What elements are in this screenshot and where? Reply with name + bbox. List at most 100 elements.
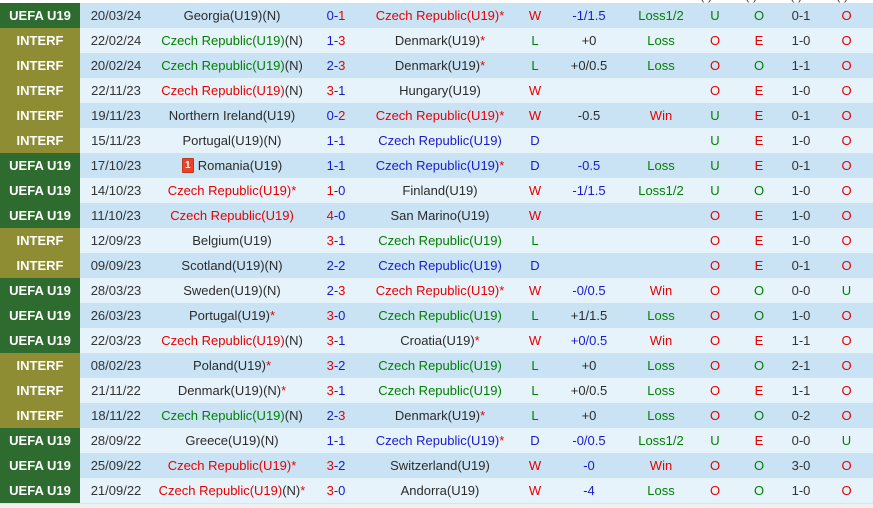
over-under-flag-text: O	[709, 58, 721, 73]
match-date-text: 11/10/23	[91, 208, 141, 223]
match-date-text: 26/03/23	[90, 308, 142, 323]
match-row[interactable]: UEFA U19 26/03/23 Portugal(U19) * 3-0 Czech R…	[0, 303, 873, 328]
odd-even-flag-text: O	[753, 58, 765, 73]
second-over-under-flag-text: O	[841, 33, 852, 48]
home-team-name: Czech Republic(U19)	[161, 58, 285, 73]
half-time-score-text: 0-1	[791, 8, 811, 23]
home-team: Portugal(U19) (N)	[152, 128, 312, 153]
away-goals: 2	[338, 458, 346, 473]
clipped-header-text: ( )	[745, 0, 757, 3]
away-team: Czech Republic(U19)	[360, 378, 520, 403]
league-badge: INTERF	[0, 28, 80, 53]
league-badge-label: UEFA U19	[9, 433, 71, 448]
handicap-result: Loss1/2	[628, 3, 694, 28]
handicap-result-text: Win	[649, 333, 673, 348]
match-date: 20/03/24	[80, 3, 152, 28]
half-time-score: 0-0	[782, 278, 820, 303]
match-row[interactable]: UEFA U19 11/10/23 Czech Republic(U19) 4-0 Sa…	[0, 203, 873, 228]
away-team-name: Czech Republic(U19)	[378, 358, 502, 373]
odd-even-flag-text: E	[754, 258, 764, 273]
second-over-under-flag: O	[820, 153, 873, 178]
neutral-venue-marker: (N)	[284, 58, 303, 73]
result-letter-text: W	[528, 8, 542, 23]
half-time-score: 1-0	[782, 128, 820, 153]
asian-handicap-line	[550, 128, 628, 153]
match-row[interactable]: INTERF 19/11/23 Northern Ireland(U19) 0-2 Cz…	[0, 103, 873, 128]
match-row[interactable]: INTERF 12/09/23 Belgium(U19) 3-1 Czech Repub…	[0, 228, 873, 253]
clipped-header-row: ( ) ( ) ( ) ( )	[0, 0, 873, 3]
neutral-venue-marker: (N)	[263, 133, 282, 148]
over-under-flag-text: O	[709, 458, 721, 473]
league-badge: UEFA U19	[0, 203, 80, 228]
result-letter: L	[520, 378, 550, 403]
score-separator: -	[333, 33, 339, 48]
second-over-under-flag: O	[820, 228, 873, 253]
over-under-flag-text: U	[710, 133, 720, 148]
result-letter: W	[520, 203, 550, 228]
match-row[interactable]: UEFA U19 28/09/22 Greece(U19) (N) 1-1 Czech R…	[0, 428, 873, 453]
asian-handicap-line	[550, 228, 628, 253]
away-team: Andorra(U19)	[360, 478, 520, 503]
asian-handicap-line-text: +0/0.5	[570, 383, 608, 398]
asian-handicap-line-text: -0.5	[577, 108, 601, 123]
match-row[interactable]: UEFA U19 21/09/22 Czech Republic(U19) (N) * 3…	[0, 478, 873, 503]
match-row[interactable]: INTERF 22/11/23 Czech Republic(U19) (N) 3-1 H…	[0, 78, 873, 103]
team-asterisk-marker: *	[474, 333, 480, 348]
league-badge: INTERF	[0, 78, 80, 103]
match-row[interactable]: INTERF 20/02/24 Czech Republic(U19) (N) 2-3 D…	[0, 53, 873, 78]
second-over-under-flag: O	[820, 53, 873, 78]
home-team: Czech Republic(U19) (N)	[152, 403, 312, 428]
handicap-result-text: Win	[649, 108, 673, 123]
odd-even-flag-text: E	[754, 83, 764, 98]
match-date: 11/10/23	[80, 203, 152, 228]
result-letter: W	[520, 178, 550, 203]
match-row[interactable]: INTERF 21/11/22 Denmark(U19) (N) * 3-1 Czech R…	[0, 378, 873, 403]
match-date-text: 09/09/23	[90, 258, 142, 273]
match-row[interactable]: UEFA U19 28/03/23 Sweden(U19) (N) 2-3 Czech R…	[0, 278, 873, 303]
league-badge: UEFA U19	[0, 153, 80, 178]
over-under-flag: O	[694, 253, 736, 278]
score-separator: -	[333, 108, 339, 123]
home-team-name: Denmark(U19)	[177, 383, 264, 398]
away-team: Czech Republic(U19) *	[360, 153, 520, 178]
match-row[interactable]: UEFA U19 14/10/23 Czech Republic(U19) * 1-0 F…	[0, 178, 873, 203]
away-goals: 1	[338, 233, 346, 248]
over-under-flag: O	[694, 403, 736, 428]
half-time-score: 2-1	[782, 353, 820, 378]
odd-even-flag-text: O	[753, 283, 765, 298]
second-over-under-flag: O	[820, 103, 873, 128]
home-team-name: Belgium(U19)	[192, 233, 272, 248]
match-row[interactable]: UEFA U19 25/09/22 Czech Republic(U19) * 3-2 S…	[0, 453, 873, 478]
match-date-text: 28/09/22	[90, 433, 142, 448]
away-team: Czech Republic(U19)	[360, 303, 520, 328]
match-date: 25/09/22	[80, 453, 152, 478]
score-separator: -	[333, 433, 339, 448]
score-separator: -	[333, 283, 339, 298]
over-under-flag-text: O	[709, 258, 721, 273]
match-date-text: 08/02/23	[90, 358, 142, 373]
match-row[interactable]: UEFA U19 20/03/24 Georgia(U19) (N) 0-1 Czech …	[0, 3, 873, 28]
match-row[interactable]: UEFA U19 22/03/23 Czech Republic(U19) (N) 3-…	[0, 328, 873, 353]
team-asterisk-marker: *	[291, 458, 297, 473]
asian-handicap-line-text: +1/1.5	[570, 308, 608, 323]
match-row[interactable]: INTERF 08/02/23 Poland(U19) * 3-2 Czech Repub…	[0, 353, 873, 378]
away-team-name: Denmark(U19)	[394, 33, 481, 48]
home-team: Georgia(U19) (N)	[152, 3, 312, 28]
handicap-result	[628, 78, 694, 103]
match-row[interactable]: INTERF 15/11/23 Portugal(U19) (N) 1-1 Czech R…	[0, 128, 873, 153]
match-row[interactable]: INTERF 09/09/23 Scotland(U19) (N) 2-2 Czech R…	[0, 253, 873, 278]
over-under-flag: O	[694, 203, 736, 228]
match-row[interactable]: INTERF 18/11/22 Czech Republic(U19) (N) 2-3 D…	[0, 403, 873, 428]
over-under-flag-text: O	[709, 408, 721, 423]
handicap-result-text: Loss1/2	[638, 433, 684, 448]
half-time-score: 1-0	[782, 28, 820, 53]
match-row[interactable]: UEFA U19 17/10/23 1 Romania(U19) 1-1 Czech Re…	[0, 153, 873, 178]
full-time-score: 0-2	[312, 103, 360, 128]
second-over-under-flag: O	[820, 128, 873, 153]
home-team: Czech Republic(U19) (N)	[152, 78, 312, 103]
match-row[interactable]: INTERF 22/02/24 Czech Republic(U19) (N) 1-3 D…	[0, 28, 873, 53]
league-badge-label: INTERF	[16, 258, 64, 273]
over-under-flag-text: U	[710, 8, 720, 23]
full-time-score: 3-1	[312, 78, 360, 103]
half-time-score: 1-1	[782, 328, 820, 353]
